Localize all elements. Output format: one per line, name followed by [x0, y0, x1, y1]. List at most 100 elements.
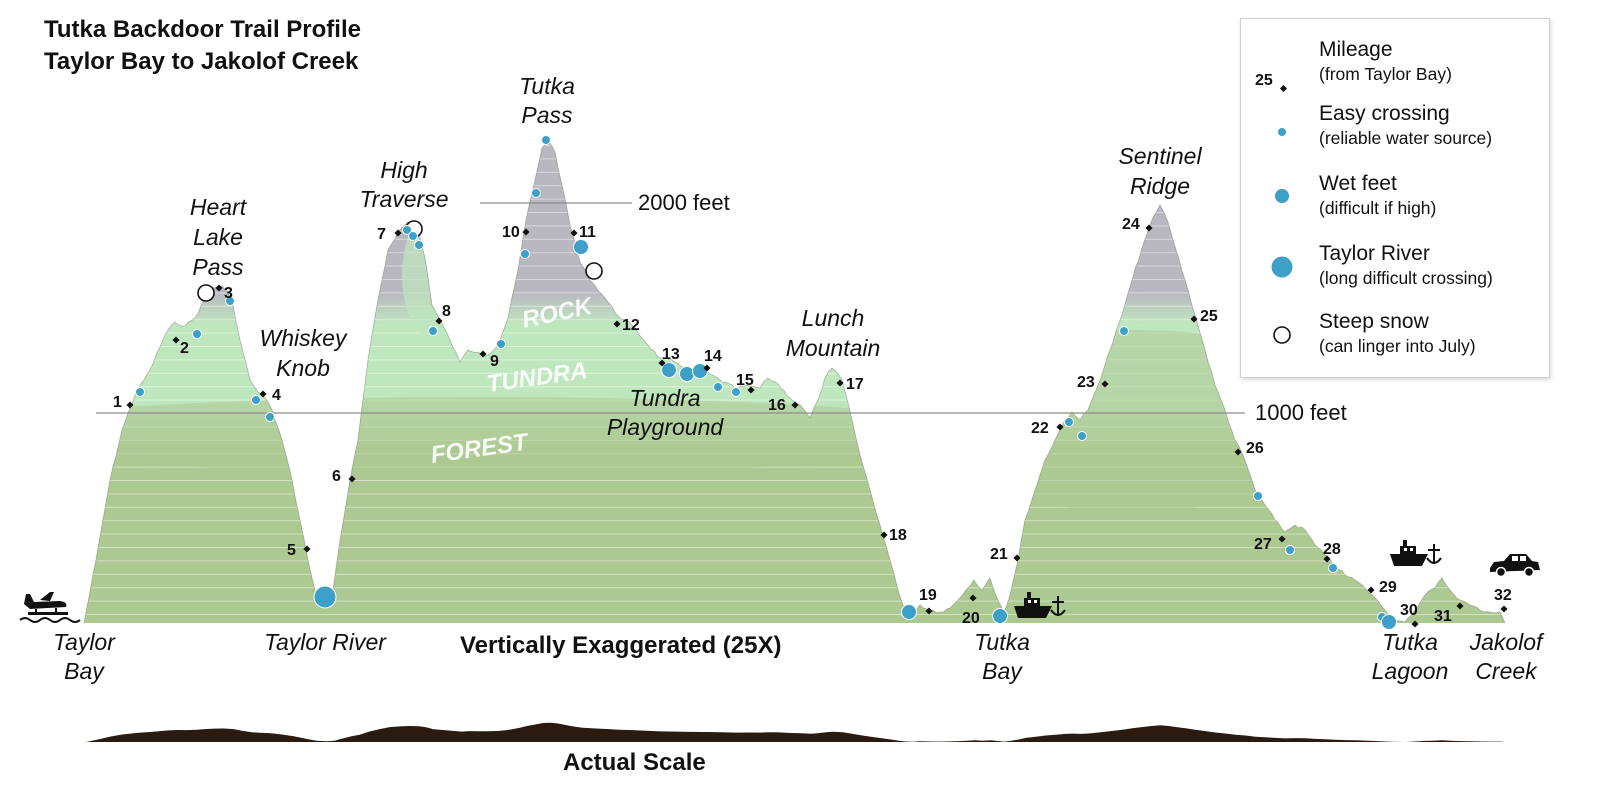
- place-label-tutka-bay: Tutka Bay: [974, 629, 1030, 684]
- water-crossing-marker-16: [573, 239, 589, 255]
- actual-scale-silhouette: [86, 722, 1505, 742]
- mileage-label-7: 7: [377, 226, 386, 243]
- mileage-label-19: 19: [919, 587, 937, 604]
- mileage-label-27: 27: [1254, 536, 1272, 553]
- steep-snow-marker-6: [197, 284, 215, 302]
- mileage-diamond-17: [836, 379, 844, 387]
- mileage-label-5: 5: [287, 542, 296, 559]
- place-label-line: Playground: [607, 414, 725, 440]
- place-label-line: Lagoon: [1372, 658, 1449, 684]
- mileage-diamond-1: [126, 401, 134, 409]
- mileage-label-21: 21: [990, 546, 1008, 563]
- water-crossing-marker-20: [692, 363, 708, 379]
- water-crossing-marker-15: [541, 135, 551, 145]
- legend-item-mileage: 25 Mileage (from Taylor Bay): [1241, 37, 1549, 97]
- mileage-diamond-2: [172, 336, 180, 344]
- mileage-diamond-14: [703, 364, 711, 372]
- water-crossing-marker-12: [496, 339, 506, 349]
- mileage-diamond-16: [791, 401, 799, 409]
- mileage-label-16: 16: [768, 397, 786, 414]
- water-crossing-marker-8: [402, 225, 412, 235]
- water-crossing-marker-1: [192, 329, 202, 339]
- mileage-diamond-3: [215, 284, 223, 292]
- place-label-tundra-playground: Tundra Playground: [607, 385, 725, 440]
- mileage-diamond-9: [479, 350, 487, 358]
- floatplane-icon: [19, 592, 81, 623]
- water-crossing-marker-25: [1064, 417, 1074, 427]
- legend-item-easy: Easy crossing (reliable water source): [1241, 101, 1549, 161]
- diamond-icon: [1279, 84, 1288, 93]
- water-taxi-icon-lagoon: [1390, 540, 1442, 566]
- water-crossing-marker-9: [408, 231, 418, 241]
- steep-snow-circle-icon: [1273, 326, 1291, 344]
- place-label-line: Tutka: [1382, 629, 1438, 655]
- water-crossing-marker-14: [531, 188, 541, 198]
- mileage-label-17: 17: [846, 376, 864, 393]
- place-label-taylor-river: Taylor River: [264, 629, 387, 655]
- water-crossing-marker-21: [713, 382, 723, 392]
- legend-river-sub: (long difficult crossing): [1319, 268, 1493, 288]
- place-label-line: Ridge: [1130, 173, 1190, 199]
- water-crossing-marker-4: [265, 412, 275, 422]
- mileage-diamond-7: [394, 229, 402, 237]
- mileage-label-31: 31: [1434, 608, 1452, 625]
- place-label-line: Sentinel: [1118, 143, 1202, 169]
- elevation-label-1000: 1000 feet: [1255, 400, 1347, 425]
- legend: 25 Mileage (from Taylor Bay) Easy crossi…: [1240, 18, 1550, 378]
- legend-mileage-sample: 25: [1255, 72, 1273, 89]
- place-label-line: Tutka: [974, 629, 1030, 655]
- place-label-lunch-mountain: Lunch Mountain: [786, 305, 881, 361]
- legend-item-wet: Wet feet (difficult if high): [1241, 171, 1549, 231]
- actual-scale-label: Actual Scale: [563, 749, 706, 776]
- steep-snow-marker-17: [585, 262, 603, 280]
- water-crossing-marker-24: [992, 608, 1008, 624]
- mileage-label-14: 14: [704, 348, 722, 365]
- mileage-label-25: 25: [1200, 308, 1218, 325]
- mileage-label-29: 29: [1379, 579, 1397, 596]
- mileage-diamond-19: [925, 607, 933, 615]
- place-label-line: Mountain: [786, 335, 881, 361]
- water-crossing-marker-22: [731, 387, 741, 397]
- legend-mileage-sub: (from Taylor Bay): [1319, 64, 1452, 84]
- mileage-label-15: 15: [736, 372, 754, 389]
- wet-feet-dot-icon: [1275, 189, 1289, 203]
- mileage-diamond-4: [259, 390, 267, 398]
- water-crossing-marker-23: [901, 604, 917, 620]
- water-crossing-marker-19: [679, 366, 695, 382]
- legend-easy-sub: (reliable water source): [1319, 128, 1493, 148]
- mileage-label-22: 22: [1031, 420, 1049, 437]
- river-crossing-dot-icon: [1271, 256, 1293, 278]
- place-label-line: Tutka: [519, 73, 575, 99]
- water-crossing-marker-5: [313, 585, 337, 609]
- mileage-label-26: 26: [1246, 440, 1264, 457]
- legend-item-river: Taylor River (long difficult crossing): [1241, 241, 1549, 301]
- water-crossing-marker-29: [1285, 545, 1295, 555]
- car-icon: [1490, 554, 1540, 578]
- place-label-whiskey-knob: Whiskey Knob: [260, 325, 348, 381]
- mileage-label-30: 30: [1400, 602, 1418, 619]
- place-label-line: Heart: [190, 194, 248, 220]
- crossing-markers: [135, 135, 1397, 630]
- mileage-label-9: 9: [490, 353, 499, 370]
- place-label-line: Tundra: [629, 385, 700, 411]
- place-label-high-traverse: High Traverse: [359, 157, 448, 212]
- place-label-line: Pass: [192, 254, 244, 280]
- mileage-diamond-12: [613, 320, 621, 328]
- water-crossing-marker-0: [135, 387, 145, 397]
- place-label-line: Bay: [64, 658, 105, 684]
- water-crossing-marker-13: [520, 249, 530, 259]
- place-label-line: Bay: [982, 658, 1023, 684]
- place-label-sentinel-ridge: Sentinel Ridge: [1118, 143, 1202, 199]
- water-crossing-marker-10: [414, 240, 424, 250]
- elevation-label-2000: 2000 feet: [638, 190, 730, 215]
- exaggerated-scale-label: Vertically Exaggerated (25X): [460, 632, 782, 659]
- place-label-line: Creek: [1475, 658, 1538, 684]
- legend-easy-label: Easy crossing: [1319, 102, 1450, 125]
- place-label-line: Lunch: [802, 305, 865, 331]
- mileage-label-20: 20: [962, 610, 980, 627]
- water-crossing-marker-18: [661, 362, 677, 378]
- easy-crossing-dot-icon: [1278, 128, 1286, 136]
- mileage-label-13: 13: [662, 346, 680, 363]
- place-label-line: Pass: [521, 102, 573, 128]
- title-line-2: Taylor Bay to Jakolof Creek: [44, 48, 359, 75]
